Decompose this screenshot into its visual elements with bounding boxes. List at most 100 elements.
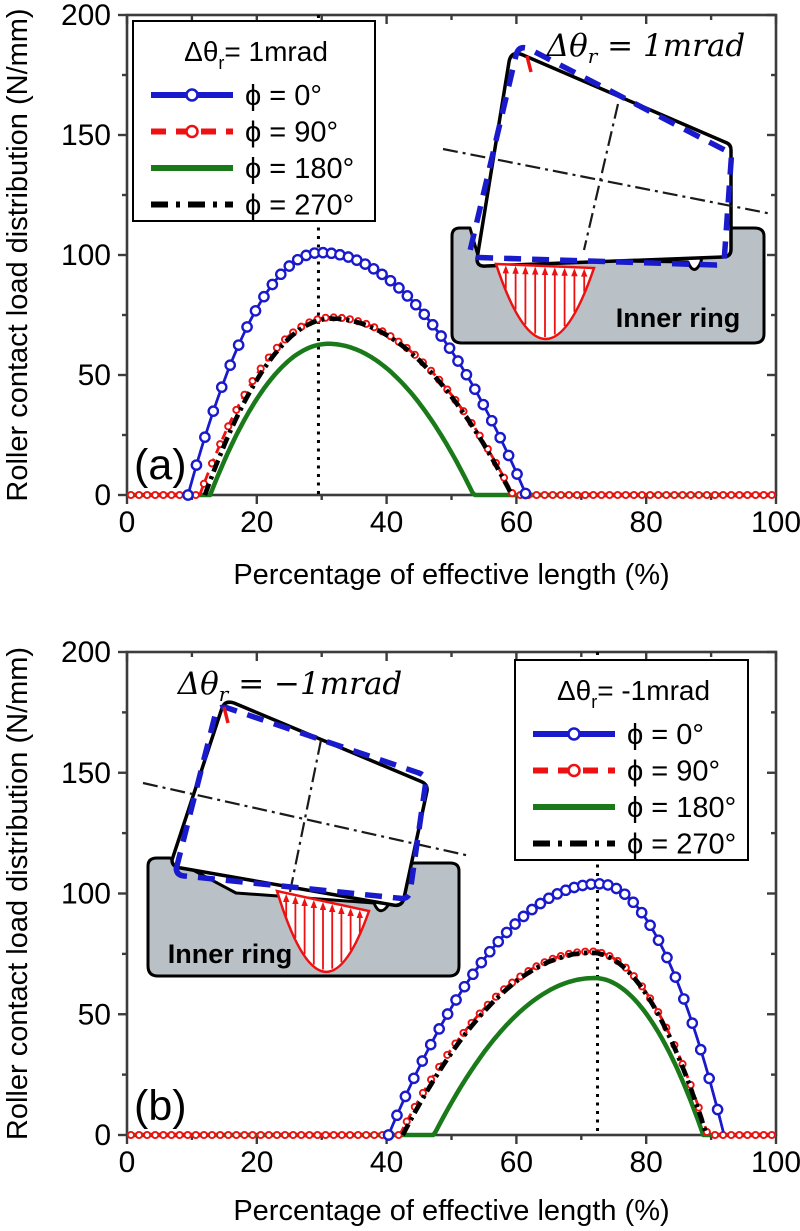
legend-box <box>514 659 749 861</box>
legend-title-base: Δθ <box>557 675 591 706</box>
series-phi-0-top <box>182 246 532 501</box>
data-marker <box>175 1130 184 1140</box>
legend-sample-marker <box>567 727 581 741</box>
legend-box <box>132 20 376 222</box>
data-marker <box>416 1055 429 1067</box>
legend-item-label: ϕ = 0° <box>245 80 322 112</box>
y-tick-label: 200 <box>61 0 111 32</box>
load-arrow-head <box>319 902 327 910</box>
legend-sample-marker <box>185 88 199 102</box>
y-axis-title: Roller contact load distribution (N/mm) <box>2 647 34 1140</box>
legend-item-phi-180: ϕ = 180° <box>533 792 736 824</box>
load-arrow-head <box>283 894 290 902</box>
data-marker <box>686 1017 699 1029</box>
data-marker <box>669 971 682 983</box>
data-marker <box>573 490 582 500</box>
roller-tilted-outline <box>173 704 429 902</box>
data-marker <box>678 993 690 1005</box>
legend-item-label: ϕ = 90° <box>245 117 338 149</box>
data-marker <box>597 490 606 500</box>
legend: Δθr= 1mrad ϕ = 0° ϕ = 90° ϕ = 180° ϕ = 270° <box>132 20 376 222</box>
load-arrow-head <box>512 265 519 274</box>
data-marker <box>433 1023 445 1035</box>
x-axis-title: Percentage of effective length (%) <box>233 559 669 591</box>
data-marker <box>564 490 574 500</box>
load-arrow-head <box>301 898 308 906</box>
data-marker <box>207 1130 217 1140</box>
data-marker <box>477 398 490 411</box>
data-marker <box>399 1090 412 1103</box>
legend-item-phi-270: ϕ = 270° <box>533 829 736 861</box>
load-arrow-head <box>347 908 354 916</box>
data-marker <box>394 1130 403 1140</box>
data-marker <box>702 490 711 500</box>
data-marker <box>767 1130 776 1140</box>
load-arrow-head <box>502 265 509 274</box>
data-marker <box>248 376 257 386</box>
legend-item-label: ϕ = 180° <box>627 792 736 824</box>
series-group <box>126 246 776 501</box>
data-marker <box>305 1130 314 1140</box>
data-marker <box>241 321 253 333</box>
load-arrow-head <box>356 910 363 918</box>
data-marker <box>767 490 776 500</box>
x-tick-label: 40 <box>370 1146 403 1179</box>
data-marker <box>743 1130 752 1140</box>
data-marker <box>710 490 720 500</box>
data-marker <box>710 1130 720 1140</box>
data-marker <box>492 935 504 948</box>
data-marker <box>216 381 228 393</box>
data-marker <box>511 468 523 480</box>
x-tick-label: 80 <box>630 1146 663 1179</box>
data-marker <box>183 1130 192 1140</box>
load-arrow-head <box>338 906 345 914</box>
data-marker <box>517 910 530 923</box>
data-marker <box>751 490 760 500</box>
misalignment-tick <box>222 706 230 724</box>
legend-title-rest: = -1mrad <box>597 675 710 706</box>
data-marker <box>694 1043 707 1056</box>
data-marker <box>458 980 471 993</box>
panel-label: (a) <box>134 441 187 489</box>
data-marker <box>610 882 623 895</box>
y-tick-label: 0 <box>94 1119 111 1152</box>
load-arrow-head <box>329 904 336 912</box>
data-marker <box>353 1130 363 1140</box>
data-marker <box>508 489 517 498</box>
load-arrow-head <box>551 267 558 276</box>
data-marker <box>509 918 521 930</box>
y-tick-label: 0 <box>94 479 111 512</box>
data-marker <box>275 268 287 281</box>
data-marker <box>391 1109 403 1122</box>
data-marker <box>646 490 655 500</box>
x-tick-label: 20 <box>240 1146 273 1179</box>
data-marker <box>258 290 270 303</box>
inset-title-base: Δθ <box>546 28 588 64</box>
legend-title-sub: r <box>218 53 224 73</box>
data-marker <box>485 414 498 427</box>
data-marker <box>443 342 456 354</box>
data-marker <box>297 1130 306 1140</box>
data-marker <box>662 490 671 500</box>
legend-item-phi-90: ϕ = 90° <box>151 117 338 149</box>
load-arrow-head <box>541 267 549 275</box>
data-marker <box>321 1130 330 1140</box>
data-marker <box>637 490 647 500</box>
inner-ring-label: Inner ring <box>168 939 293 969</box>
data-marker <box>727 490 736 500</box>
data-marker <box>484 946 496 958</box>
load-distribution <box>275 889 371 973</box>
data-marker <box>175 490 184 500</box>
data-marker <box>134 1130 144 1140</box>
data-marker <box>191 1130 200 1140</box>
data-marker <box>548 490 557 500</box>
y-tick-label: 50 <box>78 998 111 1031</box>
load-arrow-head <box>532 266 539 275</box>
data-marker <box>224 422 233 431</box>
x-axis-title: Percentage of effective length (%) <box>233 1195 669 1227</box>
data-marker <box>424 1038 437 1051</box>
y-axis-title: Roller contact load distribution (N/mm) <box>2 8 34 501</box>
inset-title-base: Δθ <box>177 666 219 702</box>
data-marker <box>469 383 481 395</box>
